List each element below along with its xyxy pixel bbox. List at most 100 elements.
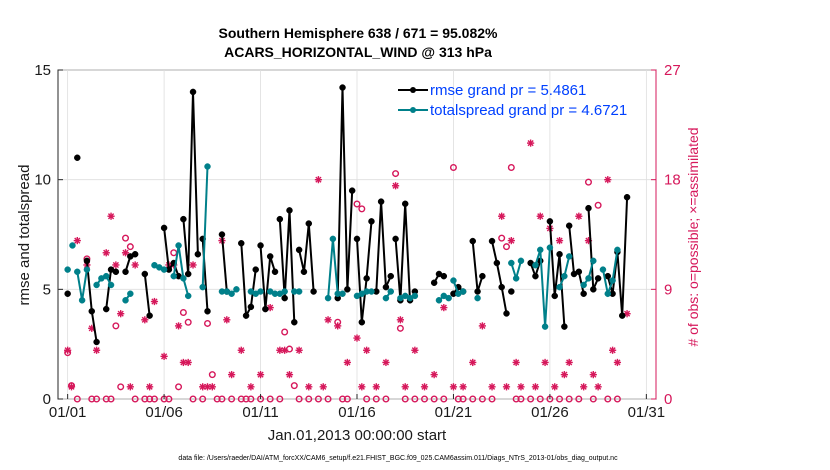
footer-data-file: data file: /Users/raeder/DAI/ATM_forcXX/… xyxy=(178,455,618,462)
obs-possible-point xyxy=(117,383,125,391)
rmse-point xyxy=(204,308,211,315)
rmse-point xyxy=(257,242,264,249)
obs-possible-point xyxy=(218,395,226,403)
obs-assimilated-point xyxy=(536,212,544,220)
obs-possible-point xyxy=(165,395,173,403)
rmse-line-segment xyxy=(240,243,257,320)
rmse-point xyxy=(300,268,308,276)
obs-possible-point xyxy=(536,395,544,403)
obs-possible-point xyxy=(107,395,115,403)
obs-assimilated-point xyxy=(324,316,332,324)
obs-assimilated-point xyxy=(541,358,549,367)
obs-assimilated-point xyxy=(131,261,139,269)
spread-point xyxy=(122,297,129,304)
obs-possible-point xyxy=(228,395,236,403)
obs-assimilated-point xyxy=(92,346,101,354)
spread-point xyxy=(512,275,520,282)
spread-point xyxy=(83,266,91,273)
obs-possible-point xyxy=(401,395,409,403)
spread-point xyxy=(435,297,443,304)
obs-possible-point xyxy=(454,395,462,403)
spread-point xyxy=(508,259,515,267)
obs-possible-point xyxy=(247,395,255,403)
obs-assimilated-point xyxy=(613,358,622,367)
x-tick-label: 01/06 xyxy=(145,404,183,421)
obs-assimilated-point xyxy=(531,383,540,391)
y-left-tick-label: 15 xyxy=(34,62,51,79)
rmse-point xyxy=(160,224,168,232)
rmse-point xyxy=(590,286,597,293)
rmse-line-segment xyxy=(336,87,354,299)
y-right-tick-label: 27 xyxy=(664,62,681,79)
obs-assimilated-point xyxy=(174,322,183,330)
rmse-point xyxy=(368,218,375,225)
obs-assimilated-point xyxy=(517,383,525,391)
rmse-point xyxy=(440,272,448,280)
rmse-point xyxy=(310,288,317,295)
rmse-point xyxy=(189,88,197,96)
spread-point xyxy=(537,246,544,254)
spread-point xyxy=(281,288,288,295)
obs-assimilated-point xyxy=(565,358,573,367)
obs-assimilated-point xyxy=(502,383,511,391)
obs-possible-point xyxy=(440,395,448,403)
rmse-line-segment xyxy=(394,203,411,301)
rmse-point xyxy=(146,312,153,319)
spread-line-segment xyxy=(534,247,551,327)
rmse-point xyxy=(344,286,351,293)
obs-assimilated-point xyxy=(551,383,559,391)
rmse-point xyxy=(180,215,187,223)
rmse-point xyxy=(74,154,81,161)
rmse-line-segment xyxy=(278,210,296,323)
y-right-tick-label: 9 xyxy=(664,281,672,298)
spread-point xyxy=(170,272,177,280)
y-right-tick-label: 18 xyxy=(664,172,681,189)
rmse-point xyxy=(64,290,71,297)
spread-point xyxy=(64,266,71,273)
obs-assimilated-point xyxy=(488,383,496,391)
spread-point xyxy=(228,290,235,297)
obs-possible-point xyxy=(199,395,207,403)
obs-possible-point xyxy=(146,395,154,403)
obs-assimilated-point xyxy=(121,249,130,257)
spread-point xyxy=(233,286,240,293)
obs-possible-point xyxy=(175,383,183,391)
obs-assimilated-point xyxy=(459,383,467,391)
rmse-point xyxy=(238,240,245,247)
rmse-point xyxy=(295,246,303,254)
rmse-point xyxy=(141,270,149,278)
spread-point xyxy=(160,266,168,273)
rmse-point xyxy=(618,312,626,319)
rmse-point xyxy=(184,270,192,278)
spread-point xyxy=(556,283,563,291)
obs-possible-point xyxy=(488,395,496,403)
rmse-point xyxy=(532,272,539,280)
obs-assimilated-point xyxy=(146,383,154,391)
spread-point xyxy=(184,292,192,300)
rmse-point xyxy=(271,268,279,276)
spread-point xyxy=(127,290,134,297)
obs-assimilated-point xyxy=(391,182,400,190)
spread-point xyxy=(590,257,597,265)
spread-line-segment xyxy=(172,245,190,297)
spread-point xyxy=(107,281,115,289)
rmse-point xyxy=(88,308,96,315)
y-left-tick-label: 0 xyxy=(43,391,51,408)
obs-possible-point xyxy=(584,178,592,186)
rmse-point xyxy=(262,305,269,313)
rmse-point xyxy=(556,250,563,258)
obs-assimilated-point xyxy=(314,176,323,184)
spread-point xyxy=(411,292,419,300)
spread-point xyxy=(614,246,621,254)
spread-point xyxy=(561,272,568,280)
obs-possible-point xyxy=(179,308,187,316)
rmse-point xyxy=(131,250,139,258)
obs-possible-point xyxy=(88,395,96,403)
rmse-point xyxy=(305,220,313,227)
chart-title-line1: Southern Hemisphere 638 / 671 = 95.082% xyxy=(219,25,499,41)
rmse-point xyxy=(382,283,390,291)
spread-point xyxy=(180,275,187,282)
obs-possible-point xyxy=(112,322,120,330)
obs-assimilated-point xyxy=(64,346,72,354)
obs-possible-point xyxy=(102,395,110,403)
